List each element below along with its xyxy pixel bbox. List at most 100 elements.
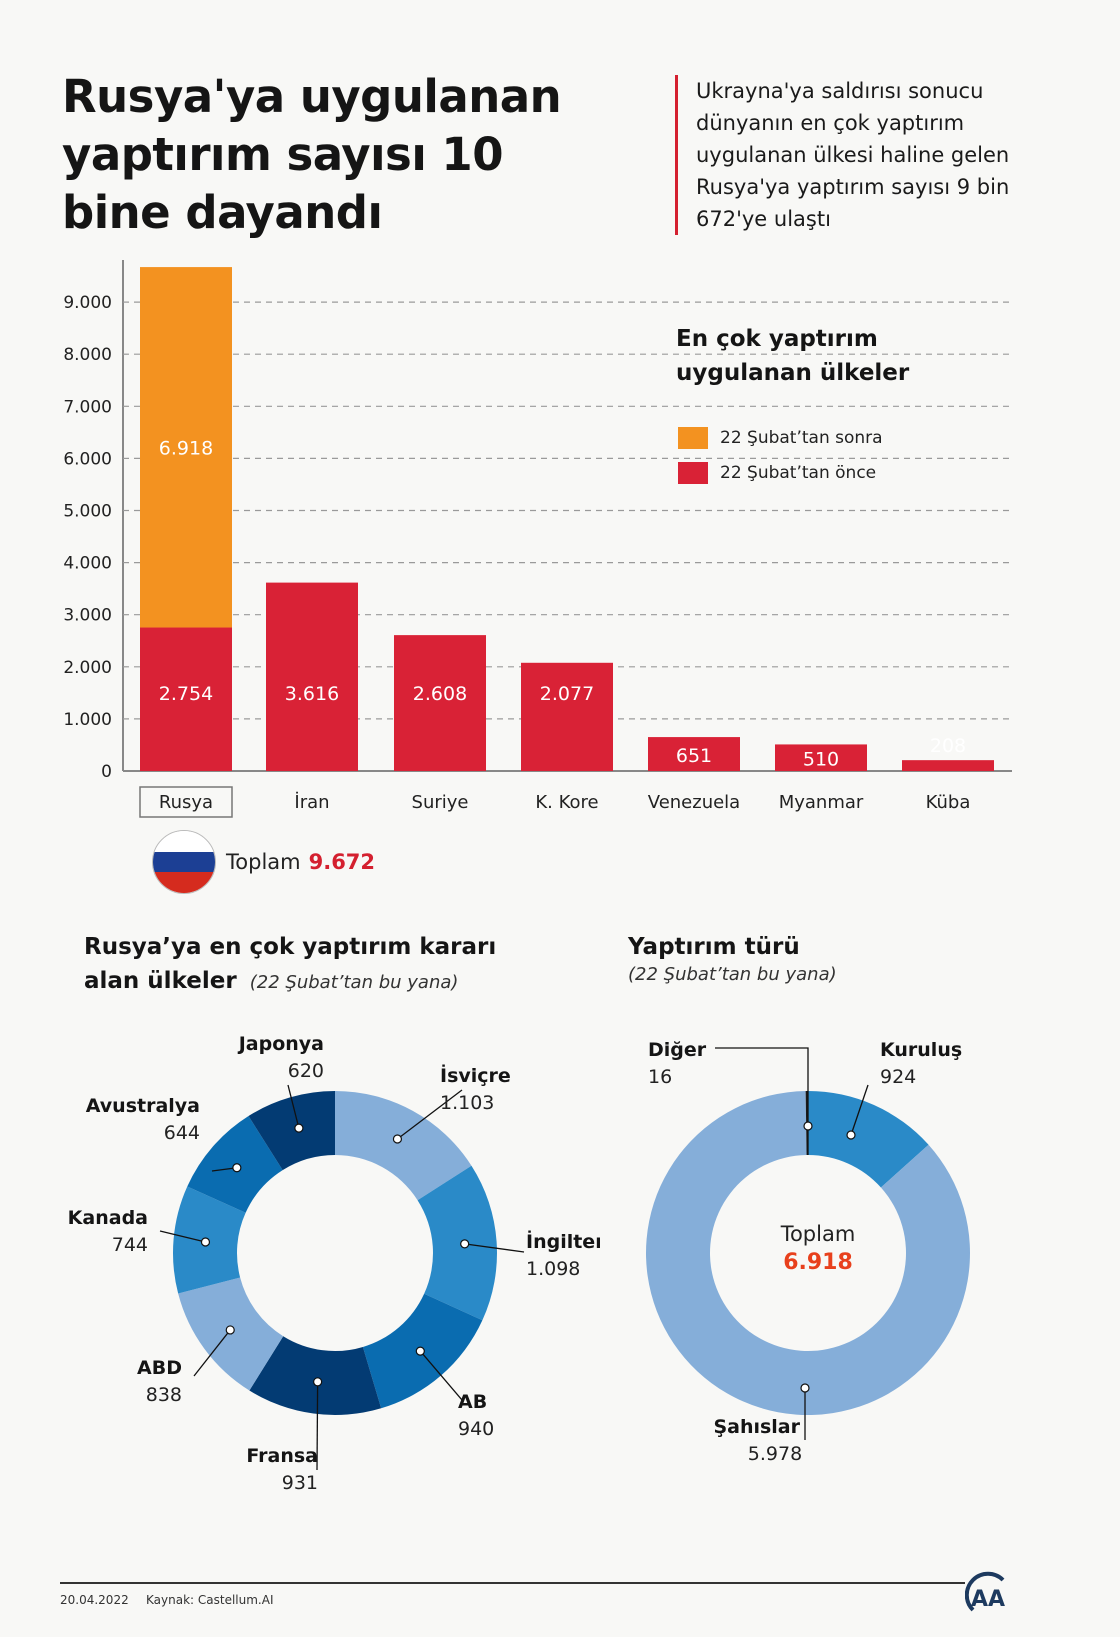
leader-dot (294, 1123, 304, 1133)
donut2-subtitle: (22 Şubat’tan bu yana) (628, 964, 837, 985)
bar-before-0 (140, 627, 232, 771)
bar-before-5 (775, 744, 867, 771)
donut2-value: 5.978 (748, 1443, 802, 1465)
leader-dot (803, 1121, 813, 1131)
x-tick-label: Rusya (159, 792, 213, 813)
intro-text: Ukrayna'ya saldırısı sonucu dünyanın en … (675, 75, 1035, 235)
x-tick-label: Suriye (412, 792, 469, 813)
leader-line (193, 1329, 231, 1377)
donut1-value: 620 (288, 1060, 324, 1082)
leader-line (850, 1084, 869, 1136)
leader-line (316, 1381, 319, 1471)
legend-item-before: 22 Şubat’tan önce (678, 462, 876, 484)
bar-before-2 (394, 635, 486, 771)
donut2-slice-1 (646, 1091, 970, 1415)
donut1-slice-7 (248, 1091, 335, 1171)
donut2-slice-0 (808, 1091, 929, 1188)
bar-label-before: 651 (676, 745, 712, 767)
leader-dot (232, 1163, 242, 1173)
x-tick-label: Myanmar (779, 792, 864, 813)
donut2-value: 924 (880, 1066, 916, 1088)
page-title: Rusya'ya uygulanan yaptırım sayısı 10 bi… (62, 70, 562, 239)
donut2-value: 16 (648, 1066, 672, 1088)
y-tick-label: 6.000 (63, 449, 112, 469)
donut1-label: Avustralya (86, 1095, 200, 1117)
total-label: Toplam (226, 850, 301, 874)
donut1-value: 1.098 (526, 1258, 580, 1280)
footer-source: Kaynak: Castellum.AI (146, 1593, 274, 1607)
bar-label-before: 2.754 (159, 683, 213, 705)
y-tick-label: 7.000 (63, 397, 112, 417)
donut1-header: Rusya’ya en çok yaptırım kararı alan ülk… (84, 930, 504, 998)
y-tick-label: 3.000 (63, 606, 112, 626)
x-tick-label: Küba (926, 792, 971, 813)
donut1-label: İsviçre (440, 1063, 511, 1087)
bar-legend-title: En çok yaptırım uygulanan ülkeler (676, 326, 910, 386)
donut1-value: 931 (282, 1472, 318, 1494)
footer-divider (60, 1582, 965, 1584)
leader-line (715, 1047, 809, 1155)
leader-dot (460, 1239, 470, 1249)
donut2-title: Yaptırım türü (628, 934, 800, 960)
bar-chart: 0 1.000 2.000 3.000 4.000 5.000 6.000 7.000 8.00… (63, 260, 1012, 818)
donut1-value: 744 (112, 1234, 148, 1256)
bar-label-before: 2.077 (540, 683, 594, 705)
donut1-label: Japonya (237, 1033, 324, 1055)
leader-dot (800, 1383, 810, 1393)
donut2-label: Şahıslar (713, 1416, 800, 1438)
donut2-center-value: 6.918 (783, 1250, 853, 1275)
y-tick-label: 2.000 (63, 658, 112, 678)
donut1-label: AB (458, 1391, 487, 1413)
highlight-box (139, 786, 233, 818)
donut1-value: 1.103 (440, 1092, 494, 1114)
leader-line (397, 1089, 463, 1140)
y-tick-label: 9.000 (63, 293, 112, 313)
legend-label-before: 22 Şubat’tan önce (720, 463, 877, 483)
leader-dot (392, 1134, 403, 1144)
donut1-slice-1 (417, 1165, 497, 1321)
bar-label-after: 6.918 (159, 437, 213, 459)
bar-before-1 (266, 582, 358, 771)
donut1-title: Rusya’ya en çok yaptırım kararı alan ülk… (84, 934, 497, 994)
donut1-label: Fransa (246, 1445, 318, 1467)
legend-swatch-before (678, 462, 708, 484)
bar-label-before: 2.608 (413, 683, 467, 705)
x-tick-label: İran (294, 792, 329, 813)
russia-flag-icon (152, 830, 216, 894)
donut-chart-types: Kuruluş 924 Şahıslar 5.978 Diğer 16 (646, 1039, 970, 1465)
donut2-label: Diğer (648, 1039, 707, 1061)
leader-line (464, 1243, 525, 1253)
donut2-center-label: Toplam (780, 1222, 856, 1246)
leader-dot (200, 1237, 211, 1247)
donut2-label: Kuruluş (880, 1039, 962, 1061)
donut1-label: ABD (137, 1357, 182, 1379)
leader-dot (846, 1130, 856, 1140)
bar-label-before: 208 (930, 735, 966, 757)
y-tick-label: 0 (101, 762, 112, 782)
bar-before-6 (902, 760, 994, 771)
bar-before-4 (648, 737, 740, 771)
legend-label-after: 22 Şubat’tan sonra (720, 428, 883, 448)
donut2-center: Toplam 6.918 (758, 1222, 878, 1275)
y-tick-label: 5.000 (63, 502, 112, 522)
total-value: 9.672 (308, 850, 376, 874)
donut1-slice-0 (335, 1091, 472, 1201)
leader-line (159, 1230, 206, 1243)
y-tick-label: 8.000 (63, 345, 112, 365)
donut1-subtitle: (22 Şubat’tan bu yana) (249, 972, 459, 993)
y-tick-label: 1.000 (63, 710, 112, 730)
russia-total: Toplam 9.672 (152, 830, 375, 894)
leader-line (419, 1350, 463, 1401)
donut1-label: Kanada (68, 1207, 148, 1229)
legend-swatch-after (678, 427, 708, 449)
y-tick-label: 4.000 (63, 554, 112, 574)
donut1-value: 940 (458, 1418, 494, 1440)
leader-line (287, 1084, 300, 1129)
donut-chart-countries: İsviçre 1.103 İngiltere 1.098 AB 940 Fransa 931… (68, 1033, 600, 1494)
leader-dot (225, 1325, 235, 1335)
aa-logo-icon: AA (965, 1571, 1005, 1612)
legend-item-after: 22 Şubat’tan sonra (678, 427, 883, 449)
donut1-value: 644 (164, 1122, 200, 1144)
bar-label-before: 510 (803, 749, 839, 771)
leader-dot (313, 1377, 323, 1387)
